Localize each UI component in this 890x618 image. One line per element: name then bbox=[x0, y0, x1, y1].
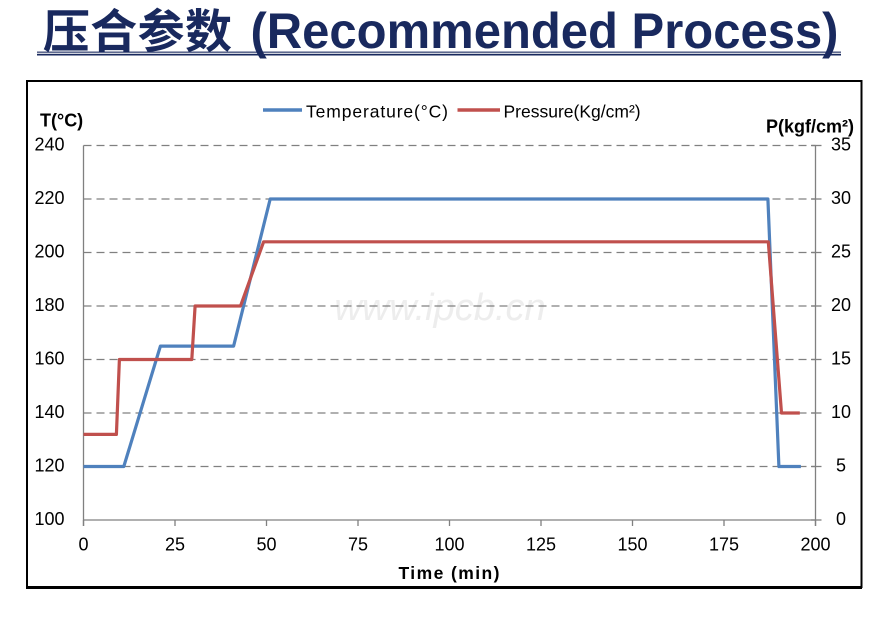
svg-text:75: 75 bbox=[348, 535, 368, 555]
svg-text:220: 220 bbox=[34, 188, 64, 208]
svg-text:200: 200 bbox=[800, 535, 830, 555]
svg-text:15: 15 bbox=[831, 349, 851, 369]
svg-text:Temperature(°C): Temperature(°C) bbox=[306, 102, 448, 122]
svg-text:25: 25 bbox=[831, 242, 851, 262]
svg-text:35: 35 bbox=[831, 135, 851, 155]
svg-text:T(°C): T(°C) bbox=[40, 111, 83, 131]
svg-text:50: 50 bbox=[256, 535, 276, 555]
svg-text:120: 120 bbox=[34, 456, 64, 476]
svg-text:160: 160 bbox=[34, 349, 64, 369]
svg-text:100: 100 bbox=[34, 509, 64, 529]
svg-text:30: 30 bbox=[831, 188, 851, 208]
svg-text:20: 20 bbox=[831, 295, 851, 315]
svg-text:0: 0 bbox=[836, 509, 846, 529]
svg-text:180: 180 bbox=[34, 295, 64, 315]
svg-text:150: 150 bbox=[617, 535, 647, 555]
svg-text:(Recommended Process): (Recommended Process) bbox=[251, 3, 839, 59]
svg-text:200: 200 bbox=[34, 242, 64, 262]
svg-text:0: 0 bbox=[78, 535, 88, 555]
svg-text:100: 100 bbox=[434, 535, 464, 555]
svg-text:240: 240 bbox=[34, 135, 64, 155]
svg-text:25: 25 bbox=[165, 535, 185, 555]
svg-text:140: 140 bbox=[34, 402, 64, 422]
svg-text:P(kgf/cm²): P(kgf/cm²) bbox=[766, 117, 854, 137]
svg-text:10: 10 bbox=[831, 402, 851, 422]
svg-text:Pressure(Kg/cm²): Pressure(Kg/cm²) bbox=[504, 102, 641, 122]
svg-text:Time (min): Time (min) bbox=[399, 563, 500, 583]
svg-text:5: 5 bbox=[836, 456, 846, 476]
svg-text:125: 125 bbox=[526, 535, 556, 555]
svg-text:175: 175 bbox=[709, 535, 739, 555]
svg-text:www.ipcb.cn: www.ipcb.cn bbox=[334, 287, 545, 329]
